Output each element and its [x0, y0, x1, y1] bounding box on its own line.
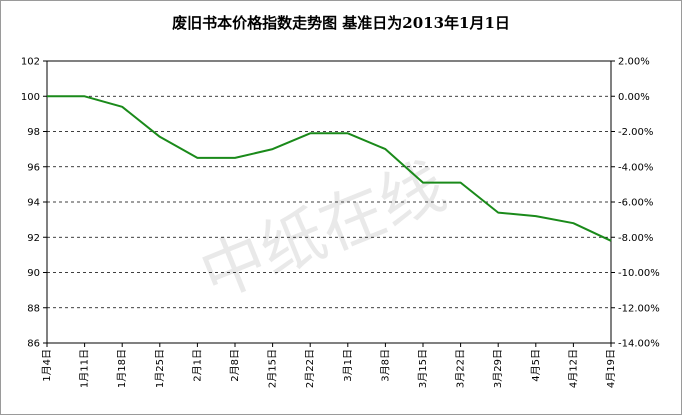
x-tick-label: 2月1日: [191, 349, 203, 382]
x-tick-label: 2月8日: [229, 349, 241, 382]
x-tick-label: 3月22日: [455, 349, 467, 388]
y2-tick-label: -6.00%: [618, 198, 653, 209]
chart-title: 废旧书本价格指数走势图 基准日为2013年1月1日: [172, 14, 510, 32]
x-tick-label: 4月5日: [530, 349, 542, 382]
y-tick-label: 86: [27, 339, 40, 350]
x-tick-label: 4月19日: [605, 349, 617, 388]
y2-tick-label: 0.00%: [618, 92, 650, 103]
y2-tick-label: -8.00%: [618, 233, 653, 244]
series-line: [47, 95, 612, 242]
x-tick-label: 3月1日: [342, 349, 354, 382]
x-tick-label: 4月12日: [567, 349, 579, 388]
x-tick-label: 1月11日: [79, 349, 91, 388]
x-tick-label: 2月22日: [304, 349, 316, 388]
y2-tick-label: -14.00%: [618, 339, 660, 350]
y-tick-label: 98: [27, 127, 40, 138]
x-tick-label: 3月8日: [379, 349, 391, 382]
y-tick-label: 96: [27, 162, 40, 173]
y-tick-label: 90: [27, 268, 40, 279]
y-tick-label: 88: [27, 303, 40, 314]
y-tick-label: 92: [27, 233, 40, 244]
x-tick-label: 2月15日: [267, 349, 279, 388]
x-tick-label: 1月25日: [154, 349, 166, 388]
y-tick-label: 94: [27, 198, 40, 209]
y2-tick-label: 2.00%: [618, 57, 650, 68]
x-tick-label: 1月4日: [41, 349, 53, 382]
y-tick-label: 100: [21, 92, 40, 103]
y2-tick-label: -12.00%: [618, 303, 660, 314]
x-tick-label: 1月18日: [116, 349, 128, 388]
y2-tick-label: -2.00%: [618, 127, 653, 138]
y-tick-label: 102: [21, 57, 40, 68]
y2-tick-label: -10.00%: [618, 268, 660, 279]
x-tick-label: 3月29日: [492, 349, 504, 388]
y2-tick-label: -4.00%: [618, 162, 653, 173]
x-tick-label: 3月15日: [417, 349, 429, 388]
watermark: 中纸在线: [191, 149, 456, 314]
